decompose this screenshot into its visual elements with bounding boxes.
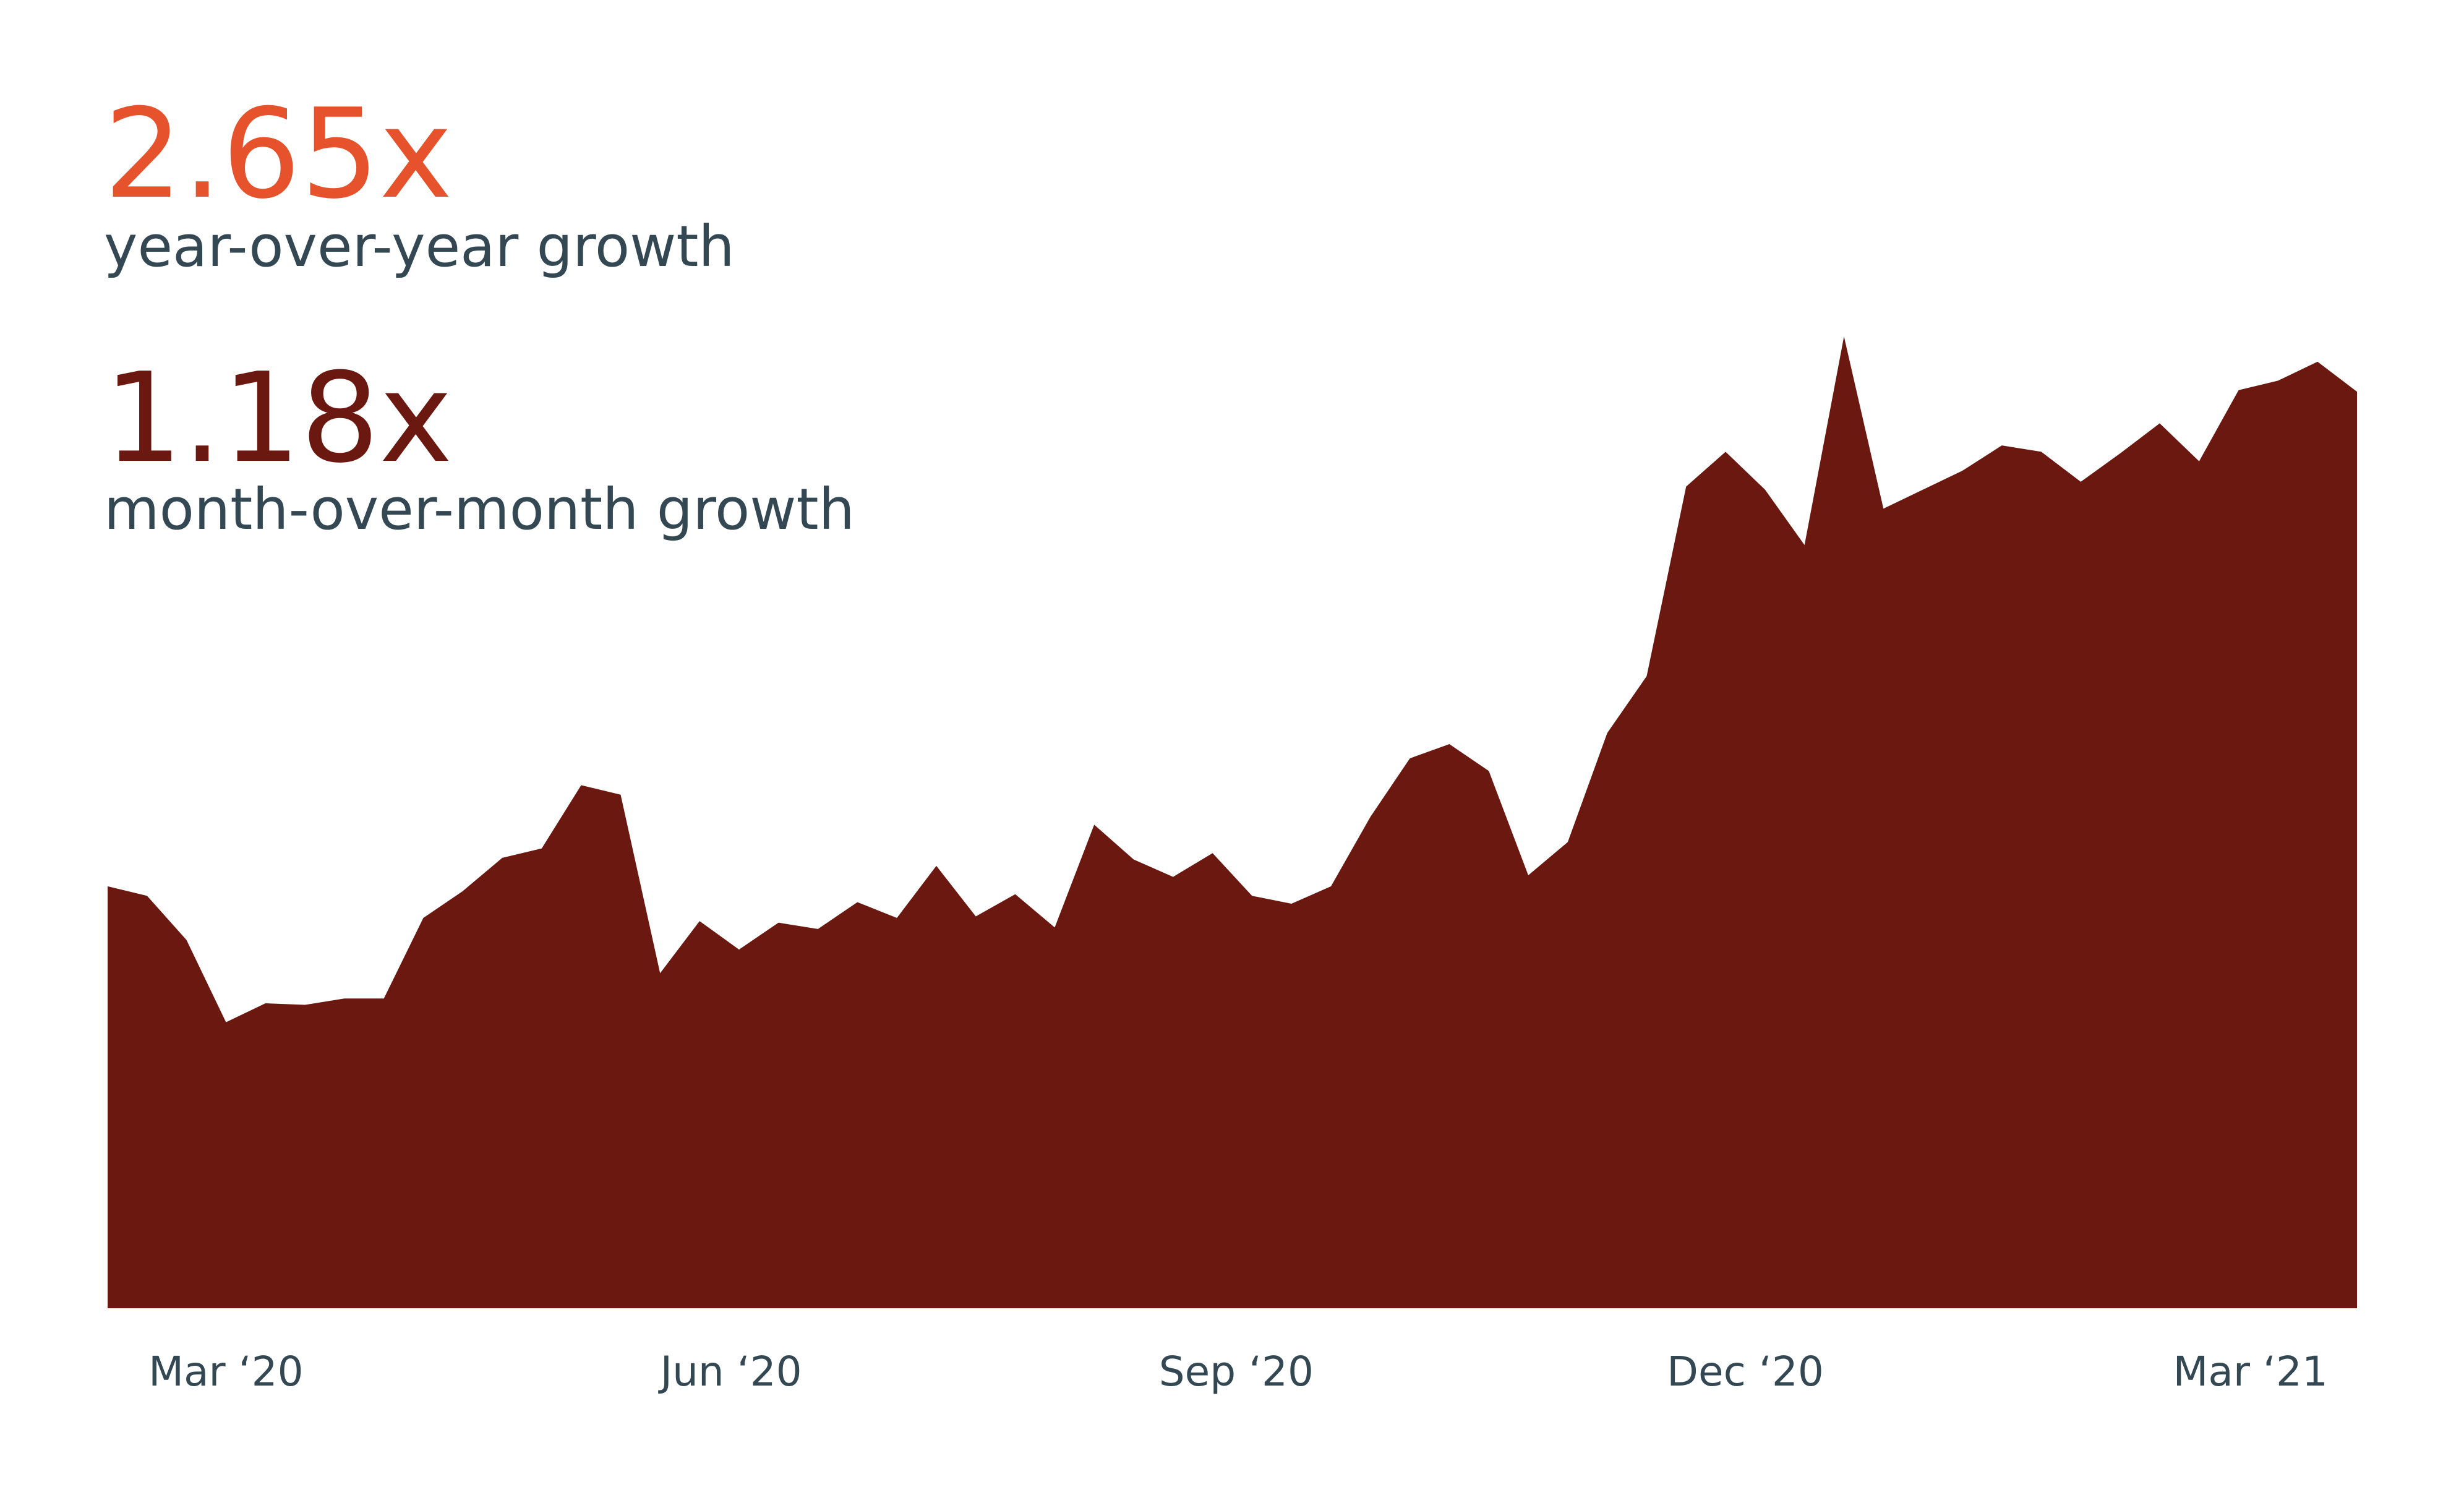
x-tick-label: Sep ‘20 [1159, 1348, 1314, 1395]
x-tick-label: Mar ‘20 [148, 1348, 303, 1395]
stat-label: month-over-month growth [104, 476, 855, 542]
stat-value: 2.65x [104, 82, 453, 226]
stat-value: 1.18x [104, 346, 453, 491]
x-tick-label: Mar ‘21 [2173, 1348, 2327, 1395]
stat-label: year-over-year growth [104, 213, 735, 280]
area [108, 336, 2357, 1308]
x-tick-label: Dec ‘20 [1667, 1348, 1824, 1395]
x-tick-label: Jun ‘20 [658, 1348, 802, 1395]
